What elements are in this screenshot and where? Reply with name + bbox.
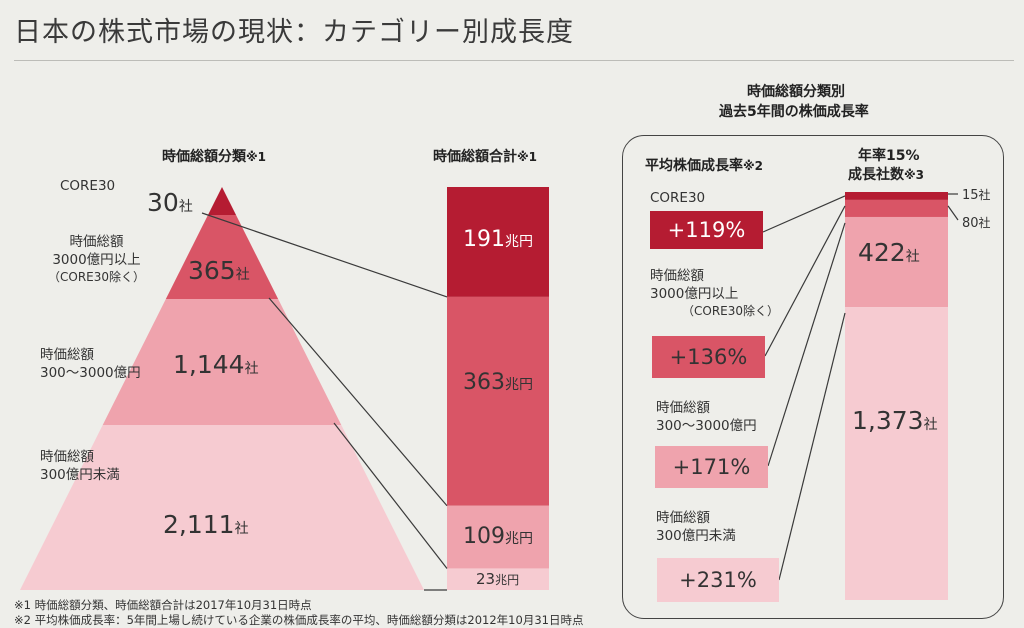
rate-box-core30: +119%: [650, 211, 763, 249]
footnote-2: ※2 平均株価成長率：5年間上場し続けている企業の株価成長率の平均、時価総額分類…: [14, 613, 584, 627]
count-header-line2: 成長社数※3: [848, 167, 925, 183]
pyramid-tier-core30: [207, 187, 237, 215]
pyramid-count-small: 2,111社: [163, 510, 249, 539]
total-segment-core30: [447, 187, 549, 297]
connector-pyramid-mid: [333, 422, 448, 569]
pyramid-label-small: 時価総額 300億円未満: [40, 449, 120, 483]
rate-box-small: +231%: [657, 558, 779, 602]
count-segment-mid: [845, 216, 948, 308]
count-label-core30: 15社: [962, 188, 991, 203]
rate-category-mid: 時価総額 300～3000億円: [656, 400, 757, 434]
total-label-mid: 109兆円: [463, 524, 533, 549]
rate-box-mid: +171%: [655, 446, 768, 488]
count-label-mid: 422社: [858, 238, 920, 267]
growth-panel-frame: [622, 135, 1004, 619]
rate-category-small: 時価総額 300億円未満: [656, 510, 736, 544]
title-divider: [14, 60, 1014, 61]
pyramid-tier-mid: [102, 299, 342, 425]
rate-header: 平均株価成長率※2: [645, 158, 764, 174]
count-segment-core30: [845, 192, 948, 200]
count-segment-small: [845, 307, 948, 600]
rate-category-core30: CORE30: [650, 190, 706, 206]
total-segment-large: [447, 296, 549, 506]
pyramid-tier-small: [20, 425, 424, 590]
pyramid-label-core30: CORE30: [60, 178, 116, 194]
pyramid-count-core30: 30社: [147, 188, 193, 217]
rate-category-large: 時価総額 3000億円以上 （CORE30除く）: [650, 268, 780, 318]
total-label-core30: 191兆円: [463, 227, 533, 252]
pyramid-label-large: 時価総額 3000億円以上 （CORE30除く）: [48, 234, 146, 284]
connector-pyramid-large: [268, 297, 448, 507]
connector-pyramid-core30: [201, 212, 448, 298]
count-label-small: 1,373社: [852, 406, 938, 435]
footnote-1: ※1 時価総額分類、時価総額合計は2017年10月31日時点: [14, 598, 312, 612]
page-title: 日本の株式市場の現状：カテゴリー別成長度: [14, 17, 574, 48]
total-label-large: 363兆円: [463, 370, 533, 395]
total-label-small: 23兆円: [476, 570, 520, 588]
connector-rate-small: [778, 312, 846, 581]
pyramid-label-mid: 時価総額 300～3000億円: [40, 347, 141, 381]
pyramid-tier-large: [165, 215, 279, 299]
count-segment-large: [845, 199, 948, 217]
total-segment-small: [447, 568, 549, 590]
right-title-line2: 過去5年間の株価成長率: [719, 104, 869, 120]
connector-rate-large: [764, 205, 846, 357]
connector-rate-mid: [767, 222, 846, 467]
pyramid-count-large: 365社: [188, 256, 250, 285]
right-title-line1: 時価総額分類別: [747, 84, 845, 100]
rate-box-large: +136%: [652, 336, 765, 378]
tick-count-large: [947, 205, 959, 221]
count-label-large: 80社: [962, 216, 991, 231]
total-header: 時価総額合計※1: [433, 149, 538, 165]
count-header-line1: 年率15%: [858, 148, 920, 164]
total-segment-mid: [447, 505, 549, 569]
pyramid-header: 時価総額分類※1: [162, 149, 267, 165]
pyramid-count-mid: 1,144社: [173, 350, 259, 379]
connector-rate-core30: [762, 195, 846, 233]
